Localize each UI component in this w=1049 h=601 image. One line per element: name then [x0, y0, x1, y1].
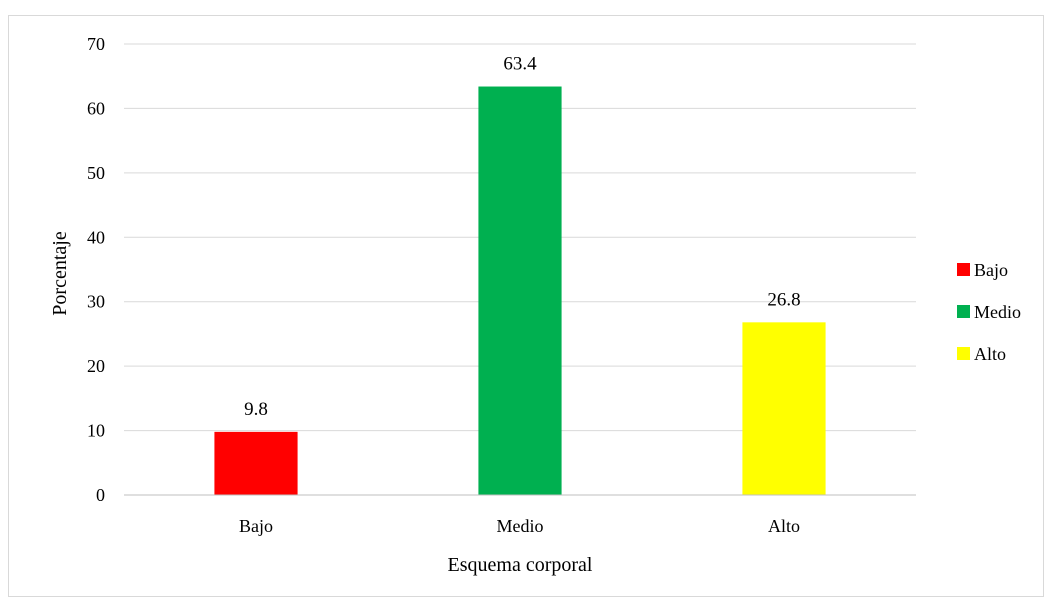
x-tick-label: Bajo	[239, 516, 273, 536]
y-axis-ticks: 0 10 20 30 40 50 60 70	[87, 34, 105, 505]
legend-label-medio: Medio	[974, 302, 1021, 322]
y-tick-label: 30	[87, 292, 105, 312]
data-label-medio: 63.4	[503, 54, 537, 75]
legend-label-alto: Alto	[974, 344, 1006, 364]
data-labels: 9.8 63.4 26.8	[244, 54, 801, 420]
legend-swatch-alto	[957, 347, 970, 360]
y-tick-label: 50	[87, 163, 105, 183]
y-axis-title: Porcentaje	[49, 231, 71, 316]
data-label-bajo: 9.8	[244, 399, 268, 420]
bars	[214, 86, 826, 495]
data-label-alto: 26.8	[767, 289, 800, 310]
legend-swatch-bajo	[957, 263, 970, 276]
legend-label-bajo: Bajo	[974, 260, 1008, 280]
y-tick-label: 0	[96, 485, 105, 505]
x-axis-title: Esquema corporal	[448, 554, 593, 576]
bar-alto	[742, 322, 826, 495]
legend-swatch-medio	[957, 305, 970, 318]
y-tick-label: 10	[87, 421, 105, 441]
y-tick-label: 70	[87, 34, 105, 54]
x-axis-ticks: Bajo Medio Alto	[239, 516, 800, 536]
y-tick-label: 20	[87, 356, 105, 376]
y-tick-label: 60	[87, 98, 105, 118]
bar-medio	[478, 86, 562, 495]
y-tick-label: 40	[87, 227, 105, 247]
x-tick-label: Alto	[768, 516, 800, 536]
bar-bajo	[214, 431, 298, 495]
x-tick-label: Medio	[497, 516, 544, 536]
legend: Bajo Medio Alto	[957, 260, 1021, 364]
